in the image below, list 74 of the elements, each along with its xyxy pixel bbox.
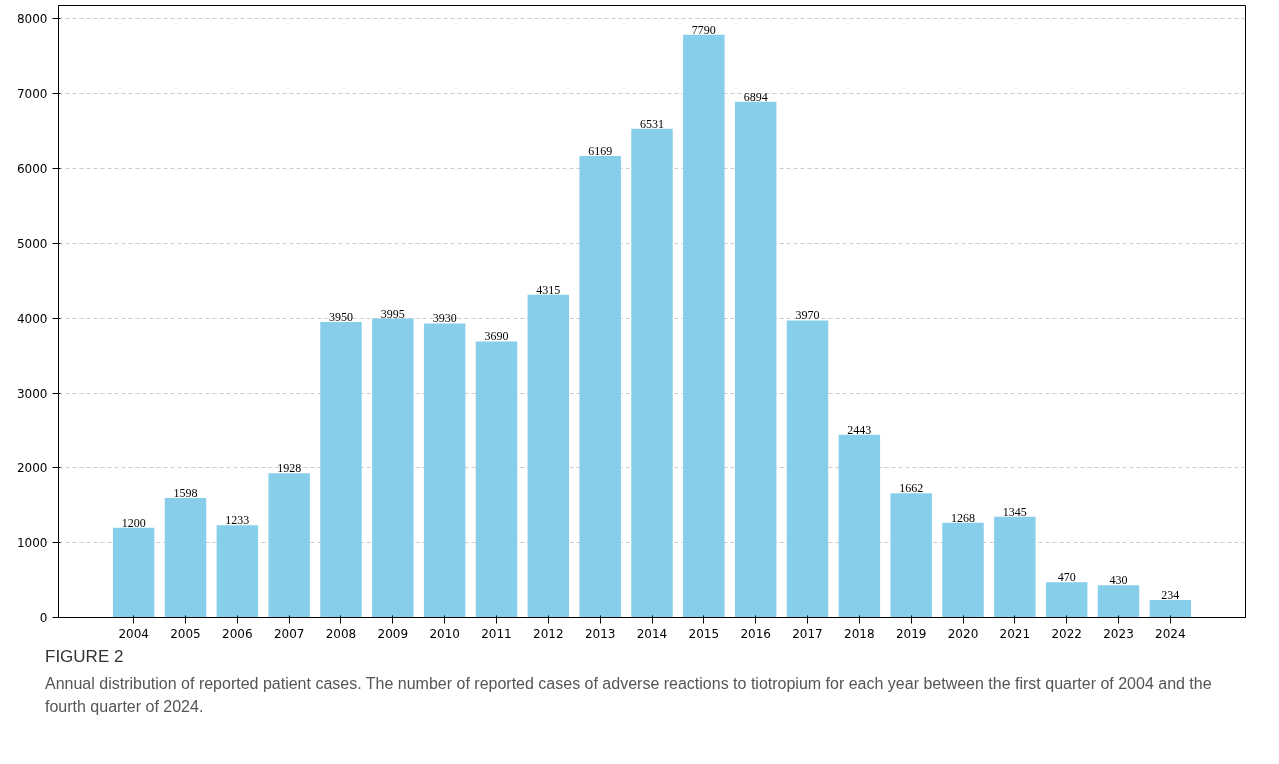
x-tick-label: 2022	[1051, 626, 1082, 641]
y-tick-label: 5000	[16, 236, 48, 251]
x-tick-label: 2024	[1155, 626, 1186, 641]
bar	[786, 320, 829, 618]
data-label: 3970	[795, 308, 820, 323]
bar	[683, 34, 725, 618]
y-tick-label: 6000	[16, 162, 48, 177]
data-label: 430	[1109, 573, 1128, 588]
bar	[734, 101, 777, 618]
bar	[320, 321, 362, 618]
data-label: 6169	[588, 143, 613, 158]
bar	[164, 497, 207, 618]
data-label: 470	[1057, 570, 1076, 585]
x-tick-label: 2017	[792, 626, 823, 641]
x-tick-label: 2008	[325, 626, 357, 641]
bar	[268, 473, 310, 618]
x-tick-label: 2020	[947, 626, 979, 641]
y-tick-label: 2000	[16, 461, 48, 476]
x-tick-label: 2018	[844, 626, 875, 641]
text: FIGURE 2	[45, 646, 125, 668]
bar	[838, 434, 881, 618]
text: Annual distribution of reported patient cases. The number of reported cases of adverse reactions to tiotropium for each year between the first quarter of 2004 and the fourth quarter of 2024.	[45, 674, 1213, 718]
data-label: 3950	[329, 309, 353, 324]
data-label: 3690	[484, 329, 509, 344]
y-tick-label: 8000	[16, 12, 48, 27]
bar	[216, 525, 259, 618]
y-tick-label: 3000	[16, 386, 48, 401]
x-tick-label: 2014	[636, 626, 668, 641]
x-tick-label: 2015	[688, 626, 720, 641]
x-tick-label: 2010	[429, 626, 460, 641]
bar	[112, 527, 155, 618]
x-tick-label: 2011	[481, 626, 512, 641]
x-tick-label: 2013	[584, 626, 616, 641]
bar	[890, 493, 932, 618]
bar	[423, 323, 466, 618]
x-tick-label: 2006	[222, 626, 253, 641]
data-label: 1928	[277, 461, 302, 476]
data-label: 1662	[899, 481, 924, 496]
data-label: 1345	[1002, 504, 1027, 519]
data-label: 2443	[847, 422, 872, 437]
x-tick-label: 2016	[740, 626, 771, 641]
y-tick-label: 4000	[16, 311, 48, 326]
y-tick-label: 7000	[16, 87, 48, 102]
data-label: 3930	[432, 311, 457, 326]
bar	[1149, 599, 1192, 618]
data-label: 1233	[225, 513, 250, 528]
data-label: 234	[1161, 587, 1180, 602]
bar	[372, 318, 414, 618]
data-label: 4315	[536, 282, 561, 297]
x-tick-label: 2019	[895, 626, 927, 641]
data-label: 6531	[640, 116, 664, 131]
x-tick-label: 2021	[999, 626, 1031, 641]
x-tick-label: 2007	[273, 626, 305, 641]
data-label: 6894	[743, 89, 768, 104]
x-tick-label: 2005	[170, 626, 201, 641]
bar	[942, 522, 984, 618]
bar	[1097, 585, 1140, 618]
x-tick-label: 2004	[118, 626, 149, 641]
data-label: 7790	[691, 22, 716, 37]
bar	[579, 155, 621, 618]
y-tick-label: 0	[39, 611, 48, 625]
bar	[1045, 582, 1088, 618]
x-tick-label: 2023	[1103, 626, 1134, 641]
bar	[994, 516, 1036, 618]
data-label: 1200	[121, 515, 146, 530]
data-label: 3995	[380, 306, 405, 321]
data-label: 1268	[951, 510, 975, 525]
bar	[631, 128, 673, 618]
x-tick-label: 2009	[377, 626, 409, 641]
x-tick-label: 2012	[533, 626, 564, 641]
bar	[475, 341, 518, 618]
y-tick-label: 1000	[16, 536, 48, 551]
data-label: 1598	[173, 485, 198, 500]
bar	[527, 294, 570, 618]
